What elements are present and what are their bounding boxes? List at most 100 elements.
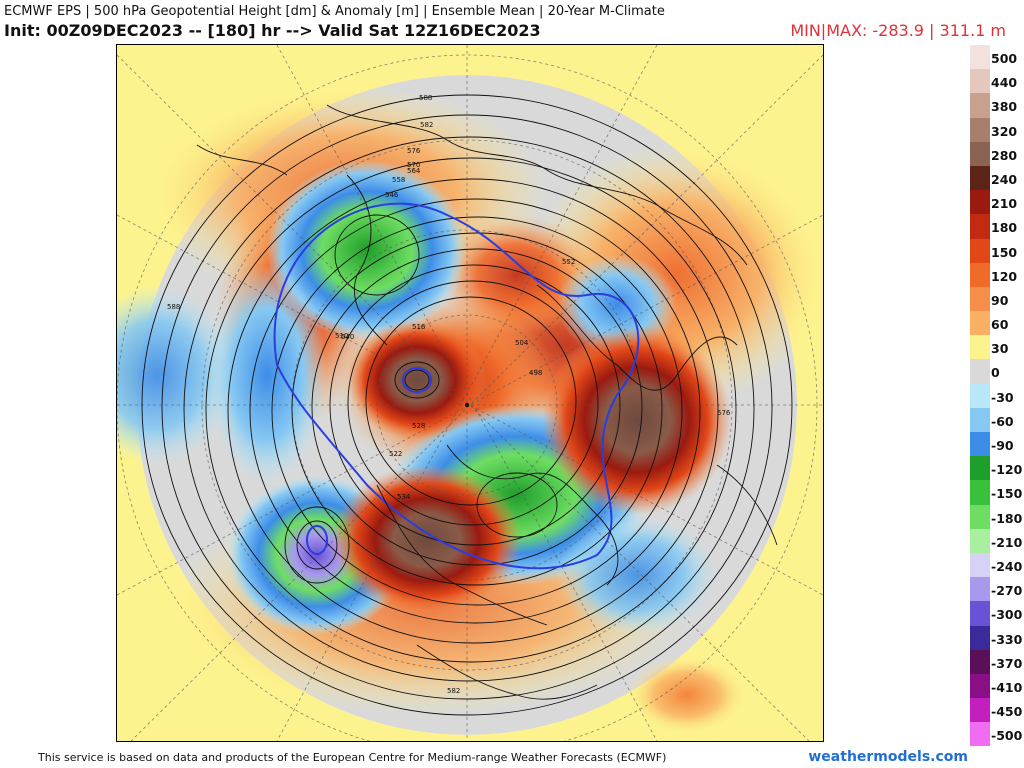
colorbar-label: 180: [991, 220, 1018, 236]
colorbar-label: 90: [991, 292, 1009, 308]
colorbar-label: -300: [991, 607, 1023, 623]
colorbar-level: 500: [968, 45, 1024, 70]
colorbar-swatch: [970, 383, 990, 408]
colorbar-level: 380: [968, 93, 1024, 118]
colorbar-label: 320: [991, 123, 1018, 139]
colorbar-swatch: [970, 407, 990, 432]
colorbar-swatch: [970, 577, 990, 602]
colorbar-swatch: [970, 359, 990, 384]
colorbar-swatch: [970, 432, 990, 457]
colorbar-swatch: [970, 625, 990, 650]
colorbar-swatch: [970, 69, 990, 94]
colorbar-label: -450: [991, 704, 1023, 720]
colorbar-swatch: [970, 673, 990, 699]
colorbar-level: -270: [968, 577, 1024, 602]
colorbar-level: -410: [968, 673, 1024, 699]
colorbar-level: 280: [968, 141, 1024, 166]
polar-map[interactable]: 588 588 582 582 576 576 570 564 558 552 …: [116, 44, 824, 742]
contour-label: 528: [412, 422, 425, 430]
colorbar-label: 440: [991, 75, 1018, 91]
colorbar-level: 180: [968, 214, 1024, 239]
ecmwf-credit: This service is based on data and produc…: [38, 751, 667, 764]
contour-label: 522: [389, 450, 402, 458]
contour-label: 588: [419, 94, 432, 102]
colorbar-swatch: [970, 456, 990, 481]
contour-label: 564: [407, 167, 421, 175]
init-valid-time: Init: 00Z09DEC2023 -- [180] hr --> Valid…: [4, 21, 541, 40]
colorbar-label: -180: [991, 510, 1023, 526]
colorbar-swatch: [970, 214, 990, 239]
colorbar-swatch: [970, 504, 990, 529]
colorbar-level: -90: [968, 432, 1024, 457]
colorbar-label: -330: [991, 631, 1023, 647]
colorbar-swatch: [970, 165, 990, 191]
colorbar-label: -270: [991, 583, 1023, 599]
colorbar-level: 90: [968, 286, 1024, 312]
anomaly-colorbar: 500 440 380 320 280 240 210 180 150 120 90 60 30 0 -30…: [968, 45, 1024, 747]
colorbar-level: -330: [968, 625, 1024, 650]
colorbar-label: -240: [991, 558, 1023, 574]
colorbar-swatch: [970, 480, 990, 505]
colorbar-label: -30: [991, 389, 1014, 405]
colorbar-swatch: [970, 262, 990, 287]
colorbar-swatch: [970, 552, 990, 578]
colorbar-swatch: [970, 311, 990, 336]
colorbar-level: -240: [968, 552, 1024, 578]
colorbar-label: -150: [991, 486, 1023, 502]
colorbar-label: -120: [991, 462, 1023, 478]
colorbar-level: -500: [968, 722, 1024, 747]
contour-label: 540: [341, 333, 354, 341]
contour-label: 510: [335, 332, 348, 340]
min-max-readout: MIN|MAX: -283.9 | 311.1 m: [790, 21, 1006, 40]
colorbar-label: -90: [991, 438, 1014, 453]
contour-label: 582: [447, 687, 460, 695]
colorbar-swatch: [970, 528, 990, 553]
brand-link[interactable]: weathermodels.com: [808, 749, 968, 765]
colorbar-label: 500: [991, 51, 1018, 66]
colorbar-level: 320: [968, 117, 1024, 142]
colorbar-level: -450: [968, 698, 1024, 723]
colorbar-swatch: [970, 190, 990, 215]
contour-label: 534: [397, 493, 411, 501]
colorbar-swatch: [970, 649, 990, 674]
contour-label: 504: [515, 339, 529, 347]
colorbar-level: -300: [968, 601, 1024, 626]
contour-label: 570: [407, 161, 420, 169]
colorbar-level: -370: [968, 649, 1024, 674]
colorbar-swatch: [970, 93, 990, 118]
colorbar-label: 280: [991, 147, 1018, 163]
colorbar-swatch: [970, 117, 990, 142]
colorbar-level: 0: [968, 359, 1024, 384]
colorbar-level: -60: [968, 407, 1024, 432]
colorbar-label: 380: [991, 99, 1018, 115]
contour-label: 546: [385, 191, 399, 199]
colorbar-swatch: [970, 722, 990, 747]
colorbar-level: -150: [968, 480, 1024, 505]
contour-label: 588: [167, 303, 180, 311]
colorbar-label: -410: [991, 679, 1023, 695]
contour-label: 498: [529, 369, 542, 377]
colorbar-label: 0: [991, 365, 1000, 381]
colorbar-level: 120: [968, 262, 1024, 287]
colorbar-swatch: [970, 286, 990, 312]
colorbar-level: 240: [968, 165, 1024, 191]
contour-label: 576: [407, 147, 421, 155]
map-title: ECMWF EPS | 500 hPa Geopotential Height …: [4, 4, 665, 19]
colorbar-label: -370: [991, 655, 1023, 671]
colorbar-label: -500: [991, 728, 1023, 744]
colorbar-level: 30: [968, 335, 1024, 360]
contour-label: 516: [412, 323, 426, 331]
colorbar-swatch: [970, 141, 990, 166]
colorbar-swatch: [970, 335, 990, 360]
colorbar-swatch: [970, 698, 990, 723]
colorbar-label: -210: [991, 534, 1023, 550]
colorbar-level: -180: [968, 504, 1024, 529]
contour-label: 576: [717, 409, 731, 417]
colorbar-level: -120: [968, 456, 1024, 481]
colorbar-swatch: [970, 601, 990, 626]
contour-label: 552: [562, 258, 575, 266]
north-pole-marker: [465, 403, 469, 407]
colorbar-level: -210: [968, 528, 1024, 553]
colorbar-swatch: [970, 238, 990, 263]
colorbar-level: 210: [968, 190, 1024, 215]
